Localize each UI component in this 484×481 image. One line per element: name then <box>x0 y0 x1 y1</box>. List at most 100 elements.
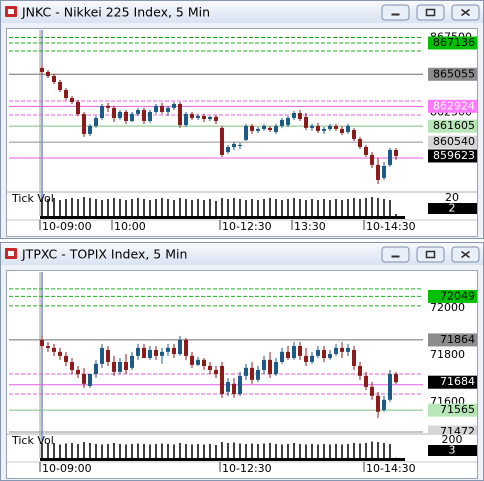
candle-body <box>154 105 158 112</box>
candle-body <box>40 67 44 72</box>
candle-body <box>124 361 128 370</box>
candle-body <box>82 114 86 134</box>
candle-body <box>394 373 398 383</box>
minimize-button[interactable] <box>381 4 410 21</box>
candle-body <box>322 350 326 358</box>
x-tick-label: 10-12:30 <box>222 462 272 475</box>
candle-body <box>304 116 308 128</box>
candle-body <box>298 346 302 356</box>
app-icon-inner <box>8 251 14 256</box>
candle-body <box>58 82 62 90</box>
candle-body <box>262 125 266 129</box>
candle-body <box>112 361 116 372</box>
minimize-button[interactable] <box>381 246 410 263</box>
candle-body <box>214 116 218 121</box>
volume-label: Tick Vol <box>11 434 54 447</box>
candle-body <box>148 111 152 121</box>
last-volume-label: 2 <box>449 202 456 215</box>
candle-body <box>334 125 338 129</box>
price-label-box <box>428 36 477 50</box>
candle-body <box>148 350 152 358</box>
x-tick-label: 10-14:30 <box>366 462 416 475</box>
candle-body <box>244 367 248 376</box>
candle-body <box>184 113 188 126</box>
candle-body <box>88 125 92 134</box>
candle-body <box>64 355 68 362</box>
price-label: 71472 <box>440 425 475 438</box>
candle-body <box>256 128 260 131</box>
candle-body <box>382 399 386 410</box>
price-label-box <box>428 67 477 81</box>
candle-body <box>328 125 332 129</box>
candle-body <box>280 351 284 362</box>
price-label: 867136 <box>433 36 475 49</box>
candle-body <box>40 339 44 347</box>
candle-body <box>280 119 284 126</box>
candle-body <box>160 351 164 356</box>
candle-body <box>76 369 80 374</box>
price-label-box <box>428 425 477 434</box>
candle-body <box>136 110 140 114</box>
candle-body <box>310 125 314 128</box>
x-tick-label: 10-14:30 <box>366 220 416 233</box>
candle-body <box>256 369 260 380</box>
window-title: JTPXC - TOPIX Index, 5 Min <box>21 247 187 262</box>
candle-body <box>274 125 278 132</box>
candle-body <box>262 359 266 370</box>
candle-body <box>340 128 344 134</box>
candle-body <box>322 128 326 131</box>
candle-body <box>238 375 242 394</box>
candle-body <box>358 365 362 376</box>
candle-body <box>370 154 374 165</box>
candle-body <box>286 117 290 126</box>
candle-body <box>298 113 302 120</box>
last-price-box <box>428 375 477 389</box>
candle-body <box>106 350 110 362</box>
candle-body <box>46 346 50 348</box>
x-tick-label: 10-12:30 <box>222 220 272 233</box>
chart-area <box>6 270 478 479</box>
candle-body <box>292 346 296 358</box>
price-label: 72049 <box>440 289 475 302</box>
x-tick-label: 13:30 <box>294 220 326 233</box>
candle-body <box>100 105 104 118</box>
candle-body <box>220 127 224 155</box>
candle-body <box>250 125 254 131</box>
candle-body <box>376 395 380 412</box>
x-tick-label: 10:00 <box>114 220 146 233</box>
candle-body <box>232 383 236 394</box>
price-label: 861605 <box>433 119 475 132</box>
candle-body <box>286 351 290 358</box>
candle-body <box>52 76 56 83</box>
minimize-glyph <box>391 255 400 258</box>
candle-body <box>328 353 332 358</box>
candle-body <box>364 375 368 387</box>
maximize-button[interactable] <box>416 246 445 263</box>
candle-body <box>178 339 182 354</box>
y-tick-label: 72000 <box>430 301 465 314</box>
close-glyph <box>461 8 470 17</box>
candle-body <box>70 97 74 103</box>
candle-body <box>292 113 296 118</box>
last-price-label: 71684 <box>440 375 475 388</box>
chart-area <box>6 28 478 237</box>
candle-body <box>70 361 74 370</box>
volume-tick-label: 200 <box>442 433 463 446</box>
candle-body <box>268 127 272 130</box>
candle-body <box>250 367 254 380</box>
window-title: JNKC - Nikkei 225 Index, 5 Min <box>21 5 210 20</box>
candle-body <box>118 361 122 372</box>
candle-body <box>340 347 344 352</box>
last-volume-box <box>428 445 477 456</box>
price-label-box <box>428 289 477 303</box>
candle-body <box>100 347 104 364</box>
last-price-box <box>428 149 477 163</box>
session-bar <box>40 458 405 461</box>
title-bar <box>1 243 483 265</box>
close-glyph <box>461 250 470 259</box>
candle-body <box>352 130 356 140</box>
minimize-glyph <box>391 13 400 16</box>
maximize-button[interactable] <box>416 4 445 21</box>
